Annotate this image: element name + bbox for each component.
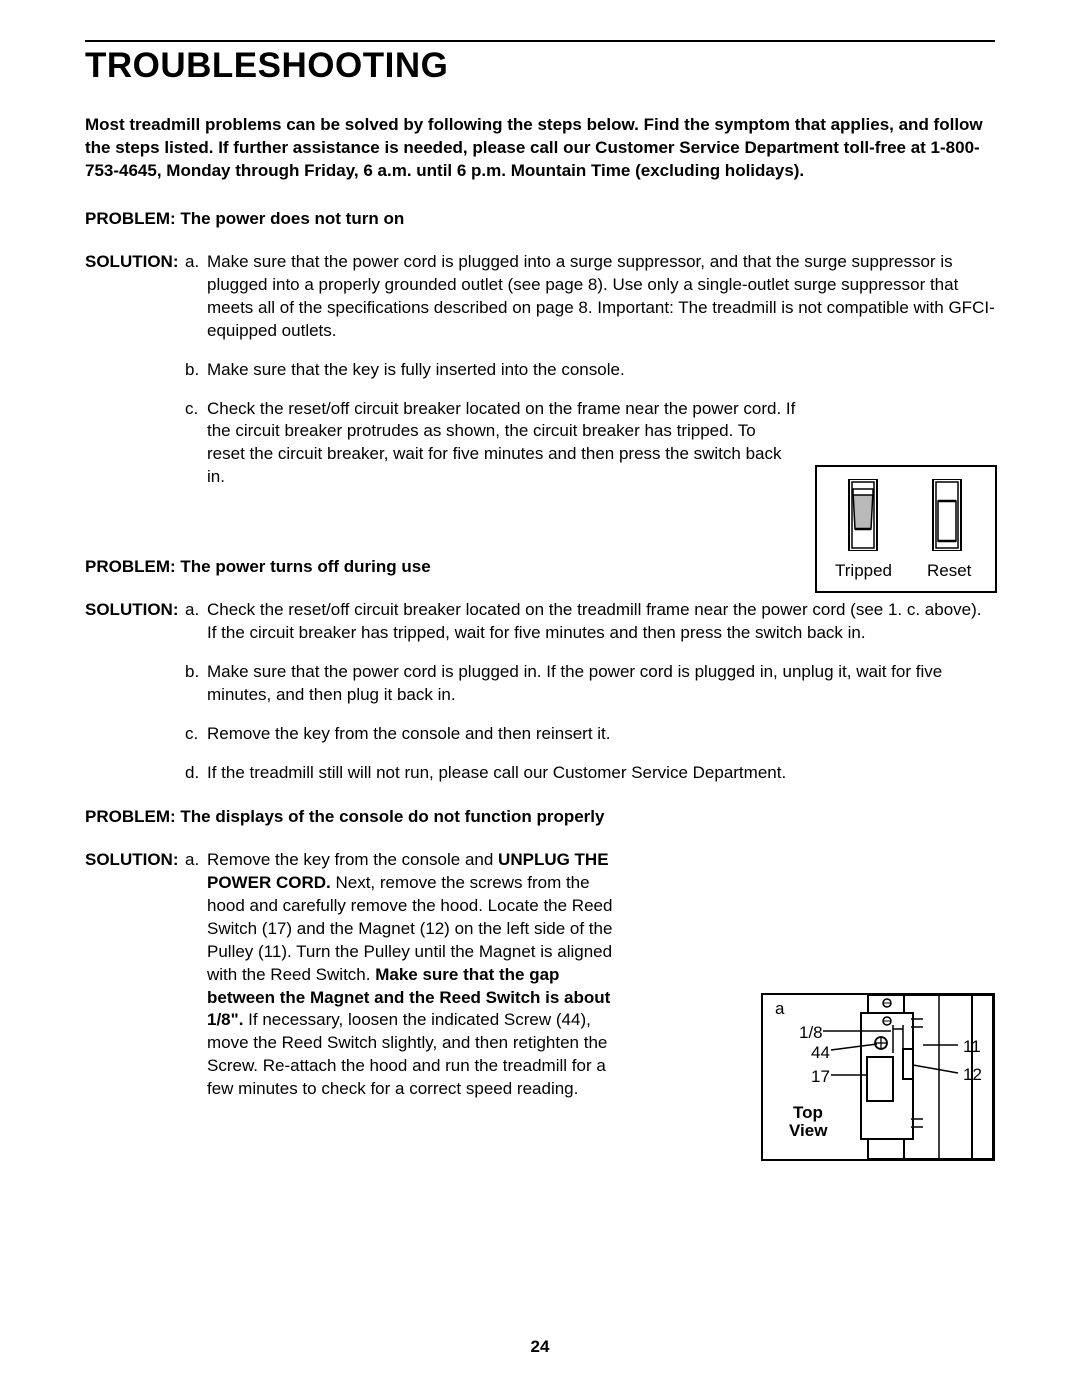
top-rule xyxy=(85,40,995,42)
reset-switch-icon xyxy=(927,479,967,551)
problem-3-label: PROBLEM: The displays of the console do … xyxy=(85,807,995,827)
solution-3a-text: Remove the key from the console and UNPL… xyxy=(207,849,627,1101)
fig-label-12: 12 xyxy=(963,1065,982,1085)
fig-label-a: a xyxy=(775,999,784,1019)
fig-label-44: 44 xyxy=(811,1043,830,1063)
solution-1a-letter: a. xyxy=(185,251,207,274)
solution-1b-letter: b. xyxy=(185,359,207,382)
solution-1b-row: b. Make sure that the key is fully inser… xyxy=(85,359,995,382)
solution-1a-text: Make sure that the power cord is plugged… xyxy=(207,251,995,343)
solution-2d-text: If the treadmill still will not run, ple… xyxy=(207,762,995,785)
tripped-switch-icon xyxy=(843,479,883,551)
solution-3a-seg3: If necessary, loosen the indicated Screw… xyxy=(207,1010,607,1098)
solution-2d-row: d. If the treadmill still will not run, … xyxy=(85,762,995,785)
solution-2c-letter: c. xyxy=(185,723,207,746)
solution-2c-text: Remove the key from the console and then… xyxy=(207,723,995,746)
solution-label-3: SOLUTION: xyxy=(85,849,185,872)
page-title: TROUBLESHOOTING xyxy=(85,46,995,86)
reset-label: Reset xyxy=(927,561,971,581)
solution-1c-text: Check the reset/off circuit breaker loca… xyxy=(207,398,797,490)
circuit-breaker-figure: Tripped Reset xyxy=(815,465,997,593)
page-number: 24 xyxy=(0,1337,1080,1357)
solution-2a-text: Check the reset/off circuit breaker loca… xyxy=(207,599,995,645)
solution-label: SOLUTION: xyxy=(85,251,185,274)
problem-1-solutions: SOLUTION: a. Make sure that the power co… xyxy=(85,251,995,489)
solution-2b-row: b. Make sure that the power cord is plug… xyxy=(85,661,995,707)
fig-label-view: View xyxy=(789,1121,827,1141)
solution-1b-text: Make sure that the key is fully inserted… xyxy=(207,359,995,382)
solution-2b-letter: b. xyxy=(185,661,207,684)
top-view-figure: a 1/8 44 17 11 12 Top View xyxy=(761,993,995,1161)
solution-1a-row: SOLUTION: a. Make sure that the power co… xyxy=(85,251,995,343)
solution-3a-letter: a. xyxy=(185,849,207,872)
fig-label-11: 11 xyxy=(963,1037,981,1057)
problem-1-label: PROBLEM: The power does not turn on xyxy=(85,209,995,229)
solution-2d-letter: d. xyxy=(185,762,207,785)
tripped-label: Tripped xyxy=(835,561,892,581)
page: TROUBLESHOOTING Most treadmill problems … xyxy=(0,0,1080,1397)
fig-label-17: 17 xyxy=(811,1067,830,1087)
solution-2a-letter: a. xyxy=(185,599,207,622)
solution-label-2: SOLUTION: xyxy=(85,599,185,622)
solution-3a-seg1: Remove the key from the console and xyxy=(207,850,498,869)
problem-2-solutions: SOLUTION: a. Check the reset/off circuit… xyxy=(85,599,995,785)
solution-1c-letter: c. xyxy=(185,398,207,421)
solution-2a-row: SOLUTION: a. Check the reset/off circuit… xyxy=(85,599,995,645)
intro-paragraph: Most treadmill problems can be solved by… xyxy=(85,114,995,183)
solution-2c-row: c. Remove the key from the console and t… xyxy=(85,723,995,746)
fig-label-1-8: 1/8 xyxy=(799,1023,823,1043)
solution-2b-text: Make sure that the power cord is plugged… xyxy=(207,661,995,707)
